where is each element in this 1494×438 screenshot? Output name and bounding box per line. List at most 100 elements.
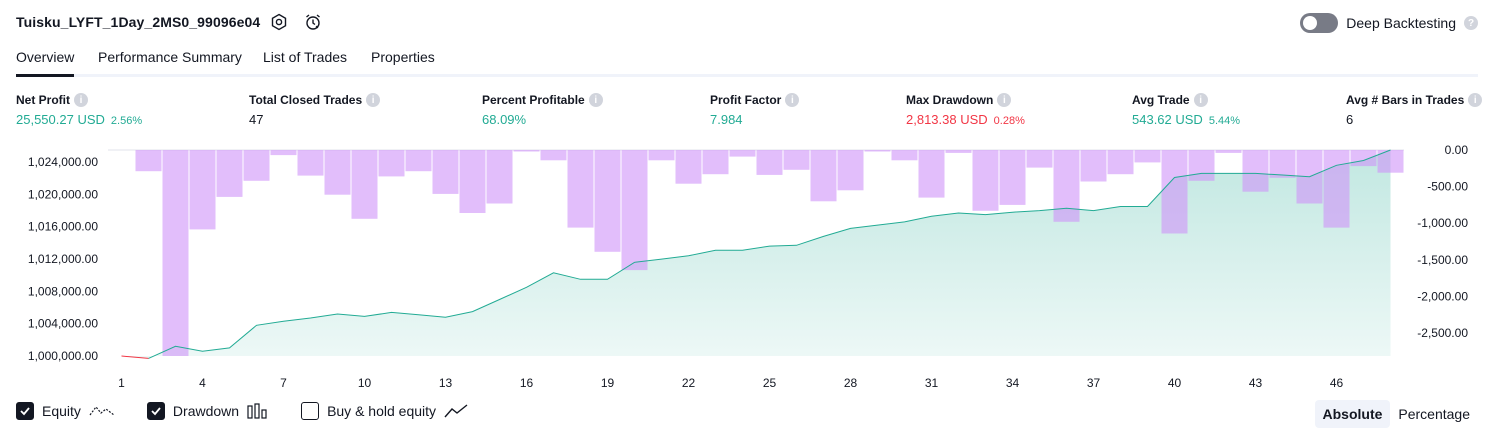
equity-checkbox[interactable] <box>16 402 34 420</box>
right-axis-tick-label: -2,000.00 <box>1417 289 1468 303</box>
stat-percent: 0.28% <box>993 115 1025 127</box>
legend-equity[interactable]: Equity <box>16 402 115 420</box>
drawdown-bar <box>135 150 162 172</box>
drawdown-bar <box>216 150 243 197</box>
info-icon[interactable]: i <box>1193 93 1208 107</box>
settings-gear-icon[interactable] <box>268 11 290 33</box>
equity-line-icon <box>89 403 115 419</box>
info-icon[interactable]: i <box>1468 93 1483 107</box>
x-axis-tick-label: 4 <box>199 376 206 390</box>
stat-percent-profitable: Percent Profitable i 68.09% <box>482 90 603 127</box>
x-axis-tick-label: 19 <box>601 376 615 390</box>
drawdown-bar <box>945 150 972 153</box>
x-axis-tick-label: 34 <box>1006 376 1020 390</box>
drawdown-bar <box>567 150 594 228</box>
equity-drawdown-chart[interactable]: 1,024,000.00 1,020,000.00 1,016,000.00 1,01… <box>0 140 1494 398</box>
left-axis-tick-label: 1,008,000.00 <box>28 284 98 298</box>
stat-label: Max Drawdown <box>906 93 994 107</box>
drawdown-bar <box>189 150 216 230</box>
x-axis-tick-label: 28 <box>844 376 858 390</box>
drawdown-bar <box>1053 150 1080 222</box>
stat-value: 25,550.27 USD <box>16 112 105 127</box>
drawdown-bar <box>648 150 675 161</box>
drawdown-bar <box>783 150 810 170</box>
stat-value: 2,813.38 USD <box>906 112 988 127</box>
drawdown-bar <box>1323 150 1350 228</box>
left-axis-tick-label: 1,016,000.00 <box>28 220 98 234</box>
drawdown-bar <box>162 150 189 356</box>
drawdown-bar <box>918 150 945 198</box>
x-axis-tick-label: 37 <box>1087 376 1101 390</box>
right-axis-tick-label: -2,500.00 <box>1417 326 1468 340</box>
x-axis-tick-label: 31 <box>925 376 939 390</box>
x-axis-tick-label: 43 <box>1249 376 1263 390</box>
stat-value: 543.62 USD <box>1132 112 1203 127</box>
drawdown-bar <box>405 150 432 172</box>
info-icon[interactable]: i <box>997 93 1012 107</box>
stat-percent: 2.56% <box>110 115 143 127</box>
drawdown-bar <box>1377 150 1404 173</box>
deep-backtesting-label: Deep Backtesting <box>1346 15 1456 31</box>
info-icon[interactable]: i <box>588 93 603 107</box>
right-axis-tick-label: -1,500.00 <box>1417 253 1468 267</box>
stat-value: 7.984 <box>710 112 743 127</box>
drawdown-bar <box>297 150 324 176</box>
tab-performance-summary[interactable]: Performance Summary <box>98 49 242 65</box>
stat-net-profit: Net Profit i 25,550.27 USD 2.56% <box>16 90 142 127</box>
x-axis-tick-label: 16 <box>520 376 534 390</box>
strategy-title: Tuisku_LYFT_1Day_2MS0_99096e04 <box>16 14 261 30</box>
drawdown-bar <box>351 150 378 219</box>
buy-hold-checkbox[interactable] <box>301 402 320 420</box>
stat-value: 68.09% <box>482 112 527 127</box>
drawdown-bar <box>1161 150 1188 234</box>
drawdown-bar <box>324 150 351 195</box>
x-axis-tick-label: 13 <box>439 376 453 390</box>
drawdown-bar <box>864 150 891 152</box>
drawdown-bar <box>1188 150 1215 181</box>
tab-overview[interactable]: Overview <box>16 49 75 77</box>
info-icon[interactable]: i <box>785 93 800 107</box>
left-axis-tick-label: 1,000,000.00 <box>28 349 98 363</box>
stat-total-closed-trades: Total Closed Trades i 47 <box>249 90 381 127</box>
legend-drawdown[interactable]: Drawdown <box>146 402 269 420</box>
x-axis-tick-label: 46 <box>1330 376 1344 390</box>
drawdown-bar <box>486 150 513 204</box>
stat-percent: 5.44% <box>1208 115 1241 127</box>
x-axis-tick-label: 7 <box>280 376 287 390</box>
drawdown-bar <box>675 150 702 184</box>
legend-drawdown-label: Drawdown <box>172 403 240 419</box>
stat-label: Total Closed Trades <box>249 93 363 107</box>
drawdown-bar <box>999 150 1026 205</box>
alarm-clock-icon[interactable] <box>302 11 324 33</box>
mode-percentage-button[interactable]: Percentage <box>1398 406 1470 422</box>
drawdown-checkbox[interactable] <box>146 402 165 420</box>
tab-list-of-trades[interactable]: List of Trades <box>263 49 348 65</box>
help-icon[interactable]: ? <box>1464 16 1478 30</box>
stat-profit-factor: Profit Factor i 7.984 <box>710 90 800 127</box>
drawdown-bar <box>378 150 405 177</box>
drawdown-bar <box>891 150 918 161</box>
drawdown-bar <box>513 150 540 152</box>
legend-buy-hold[interactable]: Buy & hold equity <box>301 402 468 420</box>
stat-max-drawdown: Max Drawdown i 2,813.38 USD 0.28% <box>906 90 1025 127</box>
drawdown-bar <box>540 150 567 161</box>
mode-absolute-button[interactable]: Absolute <box>1314 400 1391 428</box>
right-axis-tick-label: -500.00 <box>1427 180 1468 194</box>
tab-properties[interactable]: Properties <box>371 49 435 65</box>
drawdown-bar <box>1107 150 1134 175</box>
info-icon[interactable]: i <box>366 93 381 107</box>
drawdown-bars-icon <box>247 403 269 419</box>
drawdown-bar <box>1269 150 1296 178</box>
left-axis-tick-label: 1,012,000.00 <box>28 252 98 266</box>
stat-avg-bars: Avg # Bars in Trades i 6 <box>1346 90 1483 127</box>
info-icon[interactable]: i <box>74 93 88 107</box>
drawdown-bar <box>270 150 297 156</box>
drawdown-bar <box>1242 150 1269 192</box>
chart-legend: Equity Drawdown Buy & hold equity <box>16 402 500 420</box>
top-bar: Tuisku_LYFT_1Day_2MS0_99096e04 Deep Back… <box>0 0 1494 46</box>
drawdown-bar <box>702 150 729 175</box>
deep-backtesting-toggle[interactable] <box>1300 13 1339 33</box>
x-axis-tick-label: 40 <box>1168 376 1182 390</box>
left-axis-tick-label: 1,020,000.00 <box>28 187 98 201</box>
drawdown-bar <box>432 150 459 194</box>
